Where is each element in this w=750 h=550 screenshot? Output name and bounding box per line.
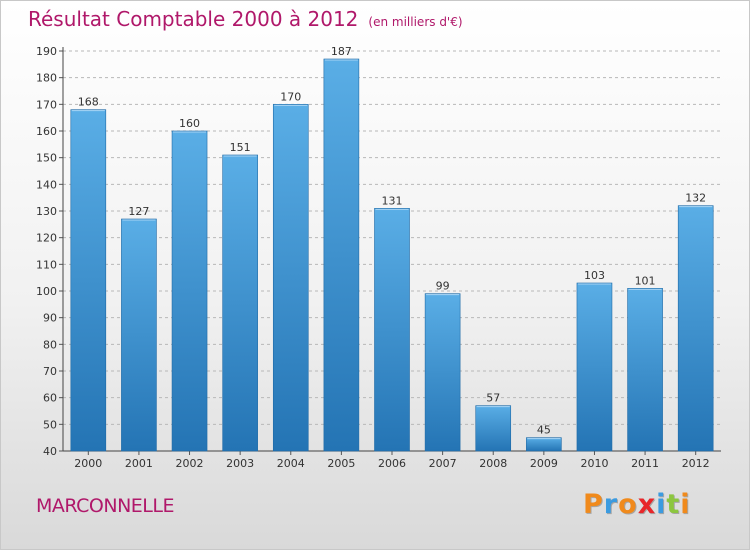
value-label: 127 [128, 205, 149, 218]
x-tick-label: 2000 [74, 457, 102, 470]
title-line: Résultat Comptable 2000 à 2012 (en millie… [28, 7, 463, 31]
x-tick-label: 2009 [530, 457, 558, 470]
y-tick-label: 130 [36, 205, 57, 218]
logo-letter: t [666, 489, 681, 520]
logo-letter: o [618, 489, 638, 520]
y-tick-label: 140 [36, 178, 57, 191]
bar-2000 [70, 109, 107, 452]
y-tick-label: 60 [43, 392, 57, 405]
x-tick-label: 2004 [277, 457, 305, 470]
x-tick-label: 2001 [125, 457, 153, 470]
bar-2007 [424, 293, 461, 452]
bar-2011 [627, 288, 663, 452]
y-tick-label: 170 [36, 98, 57, 111]
proxiti-logo: Proxiti [583, 489, 691, 520]
logo-letter: r [603, 489, 619, 520]
x-tick-label: 2006 [378, 457, 406, 470]
bar-2012 [677, 205, 714, 452]
chart-subtitle: (en milliers d'€) [368, 15, 463, 29]
value-label: 160 [179, 117, 200, 130]
chart-title: Résultat Comptable 2000 à 2012 [28, 7, 359, 31]
bar-2005 [323, 58, 360, 452]
bar-2001 [121, 218, 157, 452]
bar-2002 [171, 130, 208, 452]
logo-letter: P [583, 489, 604, 520]
value-label: 170 [280, 90, 301, 103]
logo-letter: i [656, 489, 667, 520]
y-tick-label: 100 [36, 285, 57, 298]
x-tick-label: 2012 [682, 457, 710, 470]
bar-2009 [526, 437, 562, 452]
x-tick-label: 2003 [226, 457, 254, 470]
y-tick-label: 120 [36, 232, 57, 245]
y-tick-label: 40 [43, 445, 57, 458]
y-tick-label: 50 [43, 418, 57, 431]
value-label: 151 [230, 141, 251, 154]
commune-name: MARCONNELLE [36, 495, 174, 517]
bar-2004 [272, 104, 309, 452]
value-label: 131 [382, 194, 403, 207]
value-label: 132 [685, 192, 706, 205]
logo-letter: x [637, 489, 657, 520]
value-label: 45 [537, 424, 551, 437]
y-tick-label: 160 [36, 125, 57, 138]
y-tick-label: 80 [43, 338, 57, 351]
bar-2010 [576, 282, 613, 452]
value-label: 57 [486, 392, 500, 405]
bars [70, 58, 714, 452]
y-tick-label: 180 [36, 72, 57, 85]
value-label: 168 [78, 96, 99, 109]
y-tick-label: 70 [43, 365, 57, 378]
x-tick-label: 2011 [631, 457, 659, 470]
value-label: 103 [584, 269, 605, 282]
value-label: 99 [436, 280, 450, 293]
x-tick-label: 2010 [580, 457, 608, 470]
value-label: 187 [331, 45, 352, 58]
y-tick-label: 190 [36, 45, 57, 58]
bar-2006 [374, 208, 410, 452]
y-tick-label: 110 [36, 258, 57, 271]
x-tick-label: 2005 [327, 457, 355, 470]
bar-2008 [475, 405, 512, 452]
value-label: 101 [635, 274, 656, 287]
x-tick-label: 2002 [176, 457, 204, 470]
y-tick-label: 150 [36, 152, 57, 165]
bar-2003 [222, 154, 258, 452]
labels: 40 50 60 70 80 90 100 110 120 130 140 150 160 170 180 1… [36, 45, 710, 470]
x-tick-label: 2007 [429, 457, 457, 470]
y-tick-label: 90 [43, 312, 57, 325]
logo-letter: i [680, 489, 691, 520]
x-tick-label: 2008 [479, 457, 507, 470]
